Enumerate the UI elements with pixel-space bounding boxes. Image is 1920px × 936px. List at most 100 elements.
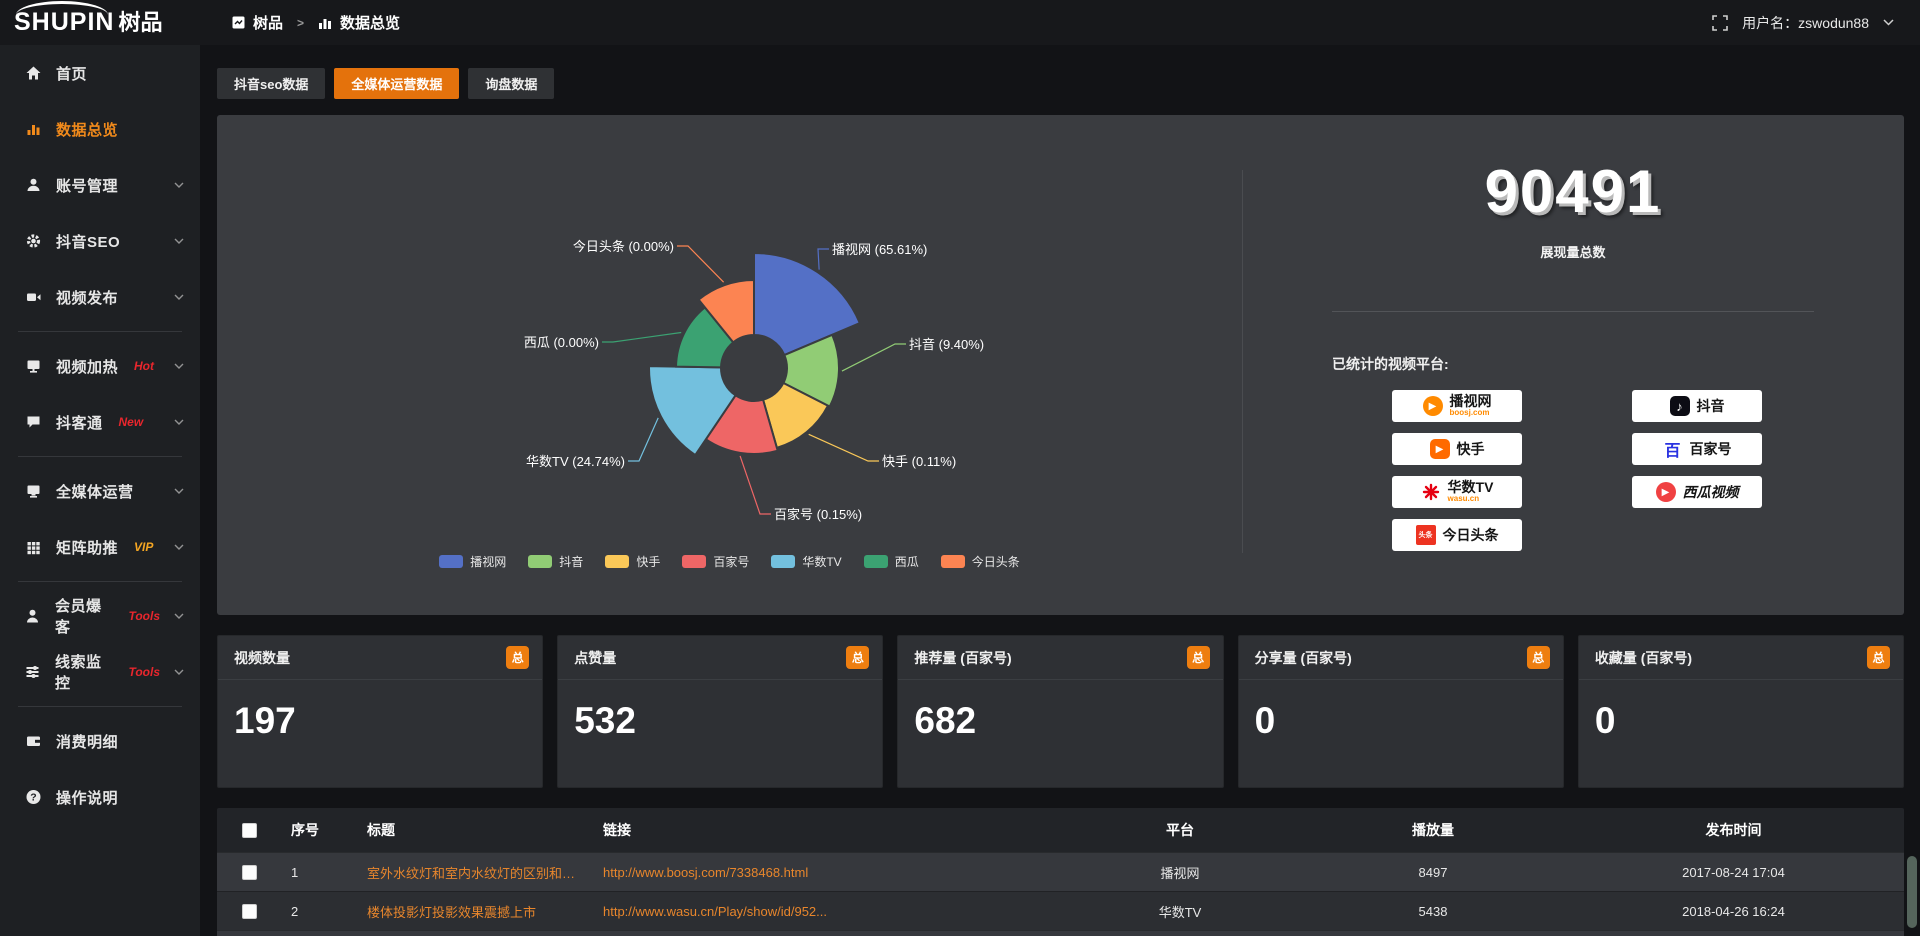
platform-badge-wasu[interactable]: 华数TV wasu.cn [1392, 476, 1522, 508]
pie-slice-快手[interactable] [761, 381, 830, 450]
legend-item-华数TV[interactable]: 华数TV [771, 553, 842, 570]
total-badge[interactable]: 总 [1526, 646, 1550, 669]
legend-item-百家号[interactable]: 百家号 [682, 553, 749, 570]
boosj-play-icon: ▶ [1422, 396, 1443, 416]
svg-text:?: ? [30, 792, 36, 804]
home-icon [24, 64, 42, 82]
tab-omnimedia-data[interactable]: 全媒体运营数据 [334, 68, 460, 99]
main-content: 抖音seo数据 全媒体运营数据 询盘数据 播视网 (65.61%) 抖音 (9.4… [200, 45, 1920, 936]
cell-time: 2018-04-26 16:24 [1682, 903, 1785, 919]
legend-label: 西瓜 [894, 555, 919, 569]
breadcrumb-root[interactable]: 树品 [253, 15, 284, 32]
summary-area: 90491 展现量总数 已统计的视频平台: ▶ 播视网 boosj.com ♪ 抖… [1242, 115, 1904, 615]
legend-item-快手[interactable]: 快手 [605, 553, 660, 570]
pie-label: 今日头条 (0.00%) [573, 239, 674, 254]
panel-divider [1242, 170, 1243, 553]
platform-sub: wasu.cn [1447, 494, 1480, 504]
sidebar-item-spending-detail[interactable]: 消费明细 [0, 713, 200, 769]
column-header-index: 序号 [291, 822, 319, 838]
table-row-partial [217, 930, 1904, 936]
sidebar-item-lead-monitor[interactable]: 线索监控 Tools [0, 644, 200, 700]
card-value: 0 [1594, 700, 1616, 741]
sidebar-item-video-publish[interactable]: 视频发布 [0, 269, 200, 325]
sidebar-item-label: 线索监控 [55, 654, 102, 692]
card-favorites: 收藏量 (百家号) 总 0 [1577, 635, 1905, 788]
pie-slice-百家号[interactable] [704, 393, 779, 455]
platform-badge-kuaishou[interactable]: ▶ 快手 [1392, 433, 1522, 465]
sidebar-item-label: 首页 [56, 65, 88, 83]
cell-platform: 播视网 [1160, 865, 1200, 881]
platform-badge-xigua[interactable]: ▶ 西瓜视频 [1632, 476, 1762, 508]
legend-label: 今日头条 [971, 555, 1020, 569]
cell-index: 1 [291, 864, 299, 880]
row-checkbox[interactable] [241, 903, 257, 919]
sidebar-item-omnimedia[interactable]: 全媒体运营 [0, 463, 200, 519]
pie-slice-西瓜[interactable] [674, 305, 735, 369]
sidebar-item-account[interactable]: 账号管理 [0, 157, 200, 213]
chat-bubble-icon [24, 413, 42, 431]
sidebar-item-douketong[interactable]: 抖客通 New [0, 394, 200, 450]
topbar-right: 用户名：zswodun88 [1712, 13, 1920, 33]
row-checkbox[interactable] [241, 864, 257, 880]
platform-badge-boosj[interactable]: ▶ 播视网 boosj.com [1392, 390, 1522, 422]
pie-slice-播视网[interactable] [753, 251, 862, 357]
sidebar-item-matrix-boost[interactable]: 矩阵助推 VIP [0, 519, 200, 575]
card-video-count: 视频数量 总 197 [217, 635, 544, 788]
pie-label: 播视网 (65.61%) [832, 242, 927, 257]
sidebar-item-member-burst[interactable]: 会员爆客 Tools [0, 588, 200, 644]
legend-item-今日头条[interactable]: 今日头条 [940, 553, 1020, 570]
sidebar-item-label: 会员爆客 [55, 598, 102, 636]
total-badge[interactable]: 总 [1186, 646, 1210, 669]
chevron-down-icon[interactable] [1883, 19, 1894, 26]
sidebar-item-help[interactable]: ? 操作说明 [0, 769, 200, 825]
sidebar-item-douyin-seo[interactable]: 抖音SEO [0, 213, 200, 269]
pie-slice-今日头条[interactable] [697, 278, 755, 344]
sidebar-item-label: 矩阵助推 [56, 539, 119, 557]
cell-url-link[interactable]: http://www.boosj.com/7338468.html [603, 864, 809, 880]
sidebar-item-data-overview[interactable]: 数据总览 [0, 101, 200, 157]
select-all-checkbox[interactable] [241, 822, 257, 838]
pie-label: 百家号 (0.15%) [774, 507, 862, 522]
cell-title-link[interactable]: 楼体投影灯投影效果震撼上市 [367, 904, 537, 920]
legend-item-抖音[interactable]: 抖音 [528, 553, 583, 570]
platform-badge-douyin[interactable]: ♪ 抖音 [1632, 390, 1762, 422]
xigua-play-icon: ▶ [1655, 482, 1676, 502]
legend-swatch [605, 555, 630, 568]
sliders-icon [24, 663, 41, 681]
stat-cards: 视频数量 总 197 点赞量 总 532 推荐量 (百家号) 总 682 分享量 (百… [217, 635, 1905, 788]
total-badge[interactable]: 总 [846, 646, 870, 669]
fullscreen-icon[interactable] [1712, 14, 1728, 31]
total-badge[interactable]: 总 [506, 646, 530, 669]
breadcrumb-current[interactable]: 数据总览 [340, 15, 401, 32]
breadcrumb: 树品 > 数据总览 [232, 12, 400, 33]
person-icon [24, 607, 41, 625]
platform-badge-baijiahao[interactable]: 百 百家号 [1632, 433, 1762, 465]
sidebar-divider [18, 331, 182, 332]
legend-item-西瓜[interactable]: 西瓜 [863, 553, 919, 570]
legend-swatch [940, 555, 965, 568]
total-badge[interactable]: 总 [1867, 646, 1891, 669]
sidebar-item-label: 消费明细 [56, 733, 119, 751]
pie-label-line [817, 248, 829, 270]
sidebar: 首页 数据总览 账号管理 抖音SEO 视频发布 视频加热 Hot [0, 45, 200, 936]
cell-url-link[interactable]: http://www.wasu.cn/Play/show/id/952... [603, 903, 827, 919]
tab-inquiry-data[interactable]: 询盘数据 [468, 68, 555, 99]
legend-swatch [863, 555, 888, 568]
legend-item-播视网[interactable]: 播视网 [439, 553, 506, 570]
sidebar-item-label: 抖音SEO [56, 233, 121, 251]
scrollbar-thumb[interactable] [1907, 856, 1917, 928]
sidebar-item-label: 视频发布 [56, 289, 119, 307]
pie-slice-华数TV[interactable] [648, 365, 737, 457]
cell-title-link[interactable]: 室外水纹灯和室内水纹灯的区别和简介 [367, 865, 589, 881]
data-tabs: 抖音seo数据 全媒体运营数据 询盘数据 [217, 68, 1920, 99]
sidebar-item-home[interactable]: 首页 [0, 45, 200, 101]
pie-slice-抖音[interactable] [782, 333, 840, 408]
legend-swatch [771, 555, 796, 568]
platform-badge-toutiao[interactable]: 头条 今日头条 [1392, 519, 1522, 551]
username-label[interactable]: 用户名：zswodun88 [1742, 14, 1869, 31]
column-header-platform: 平台 [1166, 822, 1194, 838]
platform-name: 华数TV [1447, 479, 1494, 496]
tab-douyin-seo-data[interactable]: 抖音seo数据 [217, 68, 326, 99]
sidebar-item-video-heat[interactable]: 视频加热 Hot [0, 338, 200, 394]
user-icon [24, 176, 42, 194]
